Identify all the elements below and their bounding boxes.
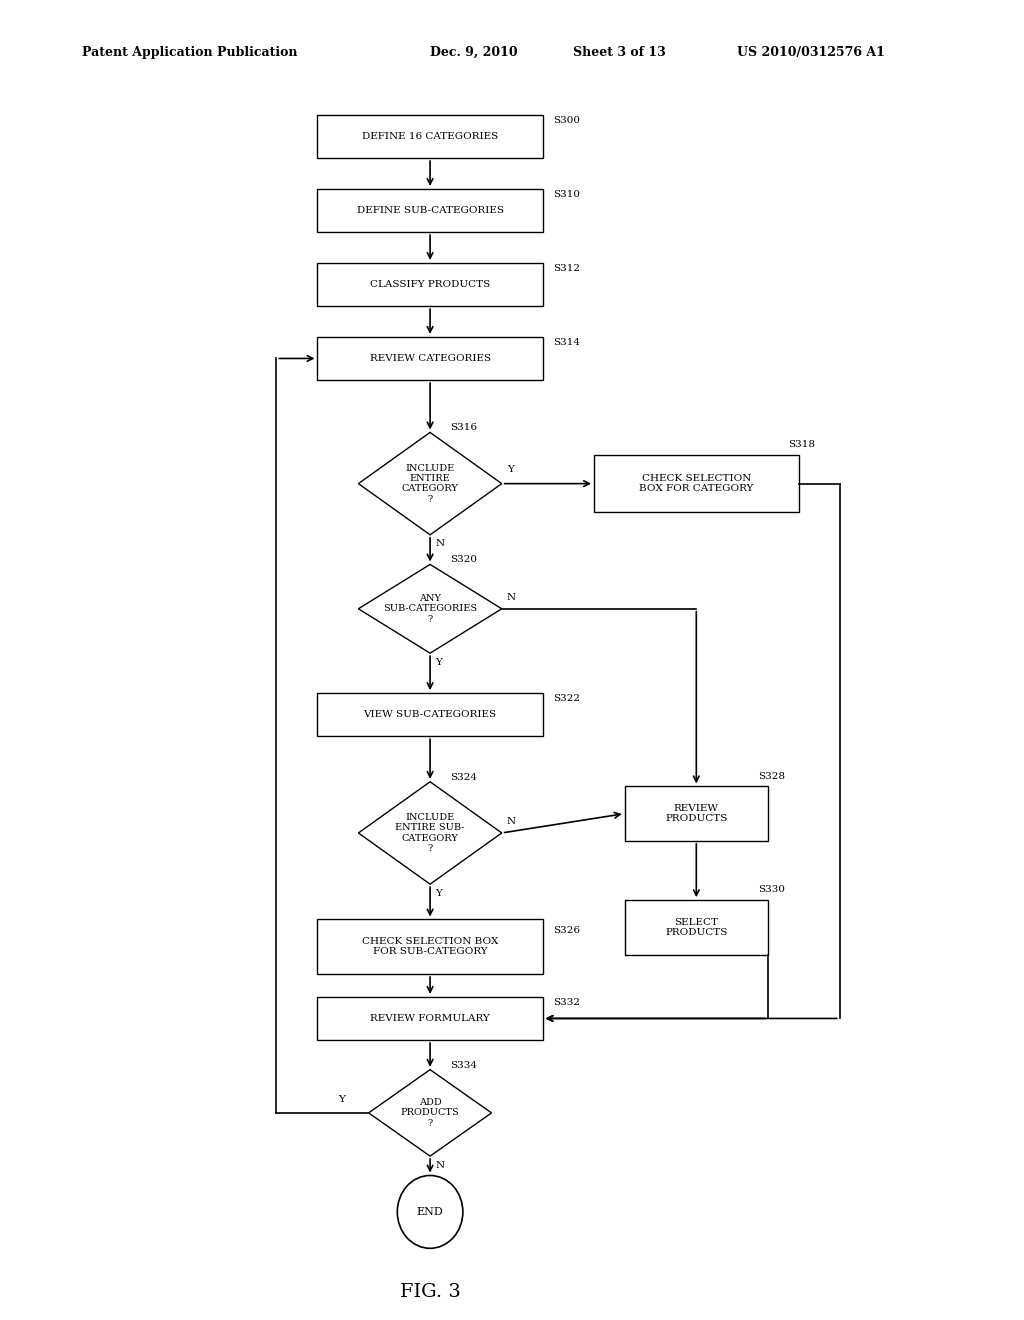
Polygon shape xyxy=(358,565,502,653)
Text: S310: S310 xyxy=(553,190,580,199)
Text: INCLUDE
ENTIRE SUB-
CATEGORY
?: INCLUDE ENTIRE SUB- CATEGORY ? xyxy=(395,813,465,853)
FancyBboxPatch shape xyxy=(317,189,543,232)
FancyBboxPatch shape xyxy=(317,115,543,158)
Text: S314: S314 xyxy=(553,338,580,347)
Text: REVIEW
PRODUCTS: REVIEW PRODUCTS xyxy=(666,804,727,824)
Text: S322: S322 xyxy=(553,694,580,704)
Polygon shape xyxy=(358,433,502,535)
Text: ANY
SUB-CATEGORIES
?: ANY SUB-CATEGORIES ? xyxy=(383,594,477,623)
Text: S326: S326 xyxy=(553,927,580,936)
Text: DEFINE SUB-CATEGORIES: DEFINE SUB-CATEGORIES xyxy=(356,206,504,215)
Circle shape xyxy=(397,1176,463,1249)
Text: CHECK SELECTION
BOX FOR CATEGORY: CHECK SELECTION BOX FOR CATEGORY xyxy=(639,474,754,494)
Text: ADD
PRODUCTS
?: ADD PRODUCTS ? xyxy=(400,1098,460,1127)
FancyBboxPatch shape xyxy=(317,997,543,1040)
FancyBboxPatch shape xyxy=(625,787,768,841)
Text: S328: S328 xyxy=(758,772,784,780)
Text: VIEW SUB-CATEGORIES: VIEW SUB-CATEGORIES xyxy=(364,710,497,719)
Polygon shape xyxy=(358,781,502,884)
Text: DEFINE 16 CATEGORIES: DEFINE 16 CATEGORIES xyxy=(361,132,499,141)
FancyBboxPatch shape xyxy=(317,337,543,380)
Text: REVIEW FORMULARY: REVIEW FORMULARY xyxy=(371,1014,489,1023)
Text: END: END xyxy=(417,1206,443,1217)
Text: US 2010/0312576 A1: US 2010/0312576 A1 xyxy=(737,46,885,59)
Text: S332: S332 xyxy=(553,998,580,1007)
Text: Sheet 3 of 13: Sheet 3 of 13 xyxy=(573,46,667,59)
Polygon shape xyxy=(369,1069,492,1156)
Text: S300: S300 xyxy=(553,116,580,125)
Text: FIG. 3: FIG. 3 xyxy=(399,1283,461,1300)
Text: Patent Application Publication: Patent Application Publication xyxy=(82,46,297,59)
Text: Y: Y xyxy=(338,1094,345,1104)
Text: Y: Y xyxy=(435,888,442,898)
Text: SELECT
PRODUCTS: SELECT PRODUCTS xyxy=(666,917,727,937)
Text: INCLUDE
ENTIRE
CATEGORY
?: INCLUDE ENTIRE CATEGORY ? xyxy=(401,463,459,504)
FancyBboxPatch shape xyxy=(625,900,768,954)
Text: S316: S316 xyxy=(451,424,477,433)
Text: N: N xyxy=(435,1160,444,1170)
Text: S324: S324 xyxy=(451,772,477,781)
Text: Y: Y xyxy=(435,657,442,667)
FancyBboxPatch shape xyxy=(594,455,799,512)
Text: N: N xyxy=(435,539,444,548)
Text: Dec. 9, 2010: Dec. 9, 2010 xyxy=(430,46,518,59)
FancyBboxPatch shape xyxy=(317,263,543,306)
Text: S318: S318 xyxy=(788,441,815,450)
Text: S334: S334 xyxy=(451,1061,477,1069)
Text: S312: S312 xyxy=(553,264,580,273)
Text: Y: Y xyxy=(507,465,514,474)
Text: REVIEW CATEGORIES: REVIEW CATEGORIES xyxy=(370,354,490,363)
FancyBboxPatch shape xyxy=(317,920,543,974)
Text: S320: S320 xyxy=(451,556,477,565)
FancyBboxPatch shape xyxy=(317,693,543,737)
Text: S330: S330 xyxy=(758,886,784,895)
Text: N: N xyxy=(507,593,516,602)
Text: CHECK SELECTION BOX
FOR SUB-CATEGORY: CHECK SELECTION BOX FOR SUB-CATEGORY xyxy=(361,937,499,957)
Text: N: N xyxy=(507,817,516,826)
Text: CLASSIFY PRODUCTS: CLASSIFY PRODUCTS xyxy=(370,280,490,289)
